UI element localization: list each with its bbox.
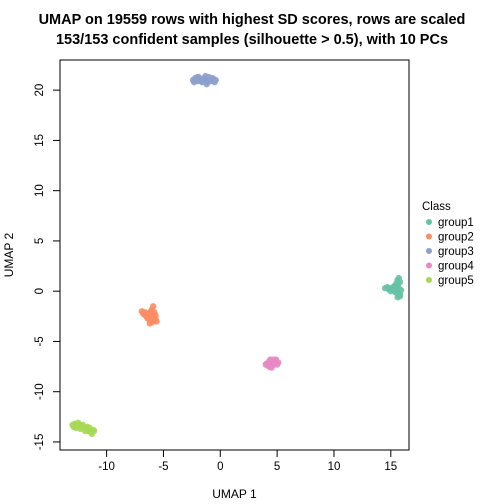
x-tick-label: -10 [98, 461, 115, 473]
legend-label-group4: group4 [438, 261, 474, 273]
chart-subtitle: 153/153 confident samples (silhouette > … [56, 32, 448, 48]
point-group2 [150, 303, 157, 310]
point-group3 [202, 72, 209, 80]
legend-title: Class [422, 201, 451, 213]
legend-swatch-group1 [426, 219, 432, 225]
x-tick-label: 10 [328, 461, 341, 473]
x-tick-label: -5 [158, 461, 168, 473]
y-axis-label: UMAP 2 [2, 232, 16, 277]
legend-swatch-group3 [426, 248, 432, 254]
x-tick-label: 15 [384, 461, 397, 473]
point-group2 [151, 309, 158, 316]
point-group2 [144, 315, 151, 322]
x-tick-label: 0 [217, 461, 223, 473]
legend: Class group1 group2 group3 group4 group5 [422, 201, 474, 287]
x-axis: -10 -5 0 5 10 15 [98, 449, 397, 473]
legend-swatch-group4 [426, 262, 432, 269]
y-axis: -15 -10 -5 0 5 10 15 20 [34, 84, 61, 451]
y-tick-label: 15 [34, 134, 46, 147]
y-tick-label: -5 [34, 336, 46, 346]
plot-frame [59, 59, 410, 451]
x-axis-label: UMAP 1 [212, 487, 257, 501]
point-group1 [396, 293, 404, 300]
point-group3 [203, 80, 210, 88]
y-tick-label: 5 [34, 238, 46, 244]
point-group1 [393, 282, 400, 290]
y-tick-label: -10 [34, 383, 46, 400]
legend-label-group2: group2 [438, 232, 474, 244]
point-group2 [146, 320, 154, 327]
point-group5 [81, 427, 89, 435]
points-layer [69, 72, 405, 438]
point-group2 [139, 310, 147, 317]
point-group4 [267, 356, 274, 363]
chart-title: UMAP on 19559 rows with highest SD score… [39, 12, 466, 28]
legend-swatch-group5 [426, 277, 432, 283]
point-group2 [152, 315, 159, 322]
point-group4 [262, 361, 269, 368]
y-tick-label: 10 [34, 184, 46, 197]
point-group5 [86, 424, 93, 432]
point-group4 [275, 359, 282, 366]
legend-label-group1: group1 [438, 217, 474, 229]
y-tick-label: -15 [34, 434, 46, 451]
point-group1 [387, 287, 395, 295]
legend-swatch-group2 [426, 233, 432, 240]
point-group3 [194, 73, 201, 81]
y-tick-label: 20 [34, 84, 46, 97]
y-tick-label: 0 [34, 288, 46, 294]
legend-label-group3: group3 [438, 246, 474, 258]
x-tick-label: 5 [274, 461, 280, 473]
point-group5 [90, 427, 98, 435]
legend-label-group5: group5 [438, 275, 474, 287]
point-group3 [211, 78, 218, 86]
